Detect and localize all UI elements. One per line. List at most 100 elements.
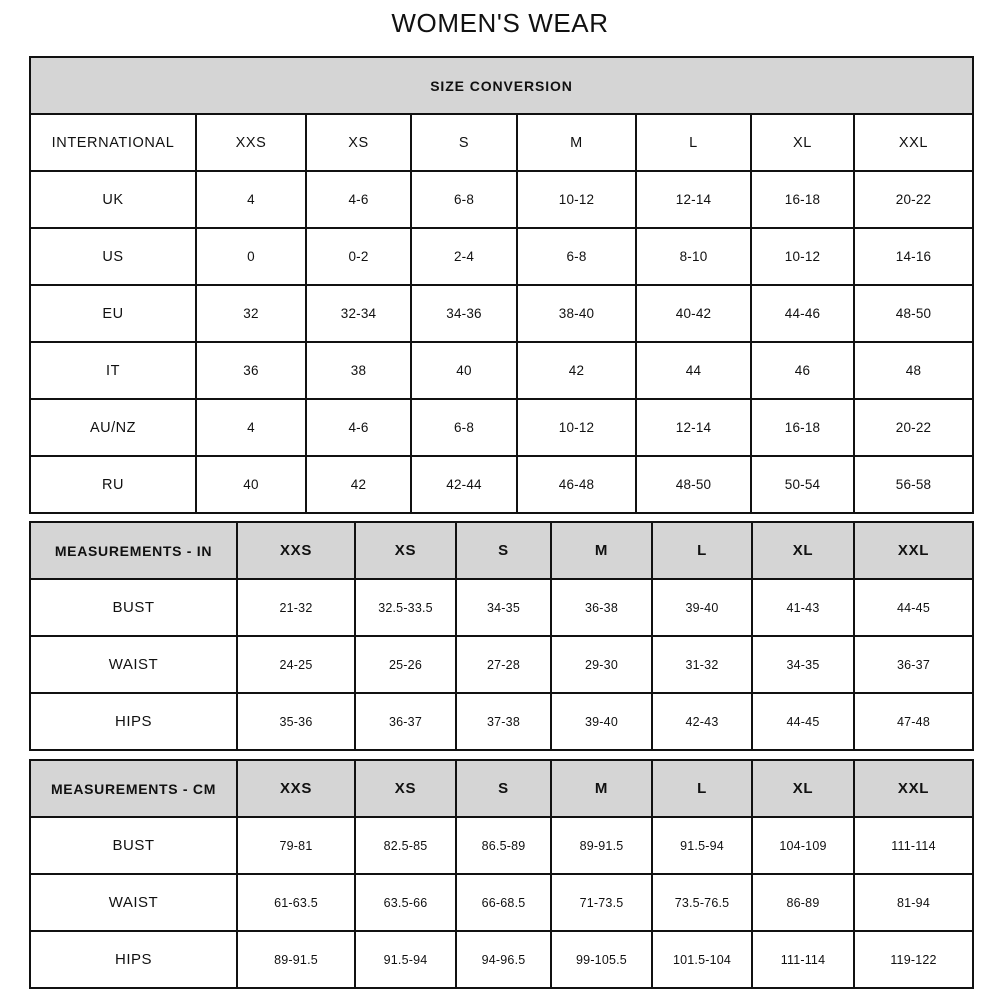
- column-header-international: INTERNATIONAL: [29, 113, 197, 172]
- cell-value: 16-18: [750, 398, 855, 457]
- cell-value: 10-12: [750, 227, 855, 286]
- cell-value: 40: [410, 341, 518, 400]
- cell-value: 86-89: [751, 873, 855, 932]
- cell-value: 2-4: [410, 227, 518, 286]
- cell-value: 82.5-85: [354, 816, 457, 875]
- row-label: US: [29, 227, 197, 286]
- cell-value: 44-45: [853, 578, 974, 637]
- table-row: BUST 21-32 32.5-33.5 34-35 36-38 39-40 4…: [29, 578, 974, 637]
- table-row: IT 36 38 40 42 44 46 48: [29, 341, 975, 400]
- cell-value: 99-105.5: [550, 930, 653, 989]
- cell-value: 32-34: [305, 284, 412, 343]
- cell-value: 91.5-94: [651, 816, 753, 875]
- row-label: BUST: [29, 578, 238, 637]
- table-header-row: MEASUREMENTS - IN XXS XS S M L XL XXL: [29, 521, 974, 580]
- cell-value: 34-36: [410, 284, 518, 343]
- row-label: HIPS: [29, 692, 238, 751]
- cell-value: 6-8: [410, 398, 518, 457]
- cell-value: 20-22: [852, 170, 975, 229]
- cell-value: 40: [195, 455, 307, 514]
- cell-value: 4-6: [305, 398, 412, 457]
- cell-value: 37-38: [455, 692, 552, 751]
- measurements-in-table: MEASUREMENTS - IN XXS XS S M L XL XXL BU…: [29, 521, 974, 751]
- cell-value: 42: [305, 455, 412, 514]
- cell-value: 36-38: [550, 578, 653, 637]
- row-label: EU: [29, 284, 197, 343]
- table-row: RU 40 42 42-44 46-48 48-50 50-54 56-58: [29, 455, 975, 514]
- measurements-in-header-label: MEASUREMENTS - IN: [29, 521, 238, 580]
- cell-value: 6-8: [410, 170, 518, 229]
- cell-value: 4: [195, 398, 307, 457]
- cell-value: 32: [195, 284, 307, 343]
- table-row: HIPS 89-91.5 91.5-94 94-96.5 99-105.5 10…: [29, 930, 974, 989]
- row-label: WAIST: [29, 873, 238, 932]
- column-header-l: L: [635, 113, 752, 172]
- cell-value: 14-16: [852, 227, 975, 286]
- cell-value: 36-37: [354, 692, 457, 751]
- table-banner-row: SIZE CONVERSION: [28, 56, 975, 115]
- cell-value: 41-43: [751, 578, 855, 637]
- cell-value: 32.5-33.5: [354, 578, 457, 637]
- table-row: WAIST 24-25 25-26 27-28 29-30 31-32 34-3…: [29, 635, 974, 694]
- cell-value: 46: [750, 341, 855, 400]
- cell-value: 86.5-89: [455, 816, 552, 875]
- cell-value: 24-25: [236, 635, 356, 694]
- column-header-xxs: XXS: [195, 113, 307, 172]
- measurements-cm-header-label: MEASUREMENTS - CM: [29, 759, 238, 818]
- table-row: EU 32 32-34 34-36 38-40 40-42 44-46 48-5…: [29, 284, 975, 343]
- column-header-xl: XL: [751, 521, 855, 580]
- row-label: AU/NZ: [29, 398, 197, 457]
- table-header-row: INTERNATIONAL XXS XS S M L XL XXL: [29, 113, 975, 172]
- cell-value: 42-43: [651, 692, 753, 751]
- cell-value: 16-18: [750, 170, 855, 229]
- cell-value: 44-45: [751, 692, 855, 751]
- page-title: WOMEN'S WEAR: [391, 8, 609, 38]
- cell-value: 50-54: [750, 455, 855, 514]
- cell-value: 6-8: [516, 227, 637, 286]
- column-header-xxs: XXS: [236, 521, 356, 580]
- cell-value: 31-32: [651, 635, 753, 694]
- cell-value: 94-96.5: [455, 930, 552, 989]
- row-label: UK: [29, 170, 197, 229]
- column-header-xxl: XXL: [853, 521, 974, 580]
- row-label: BUST: [29, 816, 238, 875]
- column-header-m: M: [550, 759, 653, 818]
- size-conversion-table: SIZE CONVERSION INTERNATIONAL XXS XS S M…: [28, 56, 975, 514]
- cell-value: 20-22: [852, 398, 975, 457]
- cell-value: 35-36: [236, 692, 356, 751]
- cell-value: 91.5-94: [354, 930, 457, 989]
- cell-value: 0-2: [305, 227, 412, 286]
- column-header-xxl: XXL: [853, 759, 974, 818]
- cell-value: 48-50: [635, 455, 752, 514]
- column-header-l: L: [651, 759, 753, 818]
- cell-value: 25-26: [354, 635, 457, 694]
- cell-value: 81-94: [853, 873, 974, 932]
- cell-value: 4-6: [305, 170, 412, 229]
- column-header-s: S: [455, 759, 552, 818]
- size-conversion-banner: SIZE CONVERSION: [28, 56, 975, 115]
- column-header-xs: XS: [354, 759, 457, 818]
- cell-value: 38: [305, 341, 412, 400]
- cell-value: 42: [516, 341, 637, 400]
- cell-value: 46-48: [516, 455, 637, 514]
- cell-value: 27-28: [455, 635, 552, 694]
- cell-value: 119-122: [853, 930, 974, 989]
- column-header-m: M: [550, 521, 653, 580]
- cell-value: 61-63.5: [236, 873, 356, 932]
- column-header-xs: XS: [354, 521, 457, 580]
- cell-value: 39-40: [550, 692, 653, 751]
- cell-value: 42-44: [410, 455, 518, 514]
- cell-value: 34-35: [751, 635, 855, 694]
- column-header-s: S: [455, 521, 552, 580]
- cell-value: 111-114: [751, 930, 855, 989]
- cell-value: 89-91.5: [550, 816, 653, 875]
- table-row: BUST 79-81 82.5-85 86.5-89 89-91.5 91.5-…: [29, 816, 974, 875]
- cell-value: 48: [852, 341, 975, 400]
- cell-value: 8-10: [635, 227, 752, 286]
- cell-value: 36-37: [853, 635, 974, 694]
- cell-value: 12-14: [635, 398, 752, 457]
- cell-value: 12-14: [635, 170, 752, 229]
- row-label: WAIST: [29, 635, 238, 694]
- cell-value: 10-12: [516, 170, 637, 229]
